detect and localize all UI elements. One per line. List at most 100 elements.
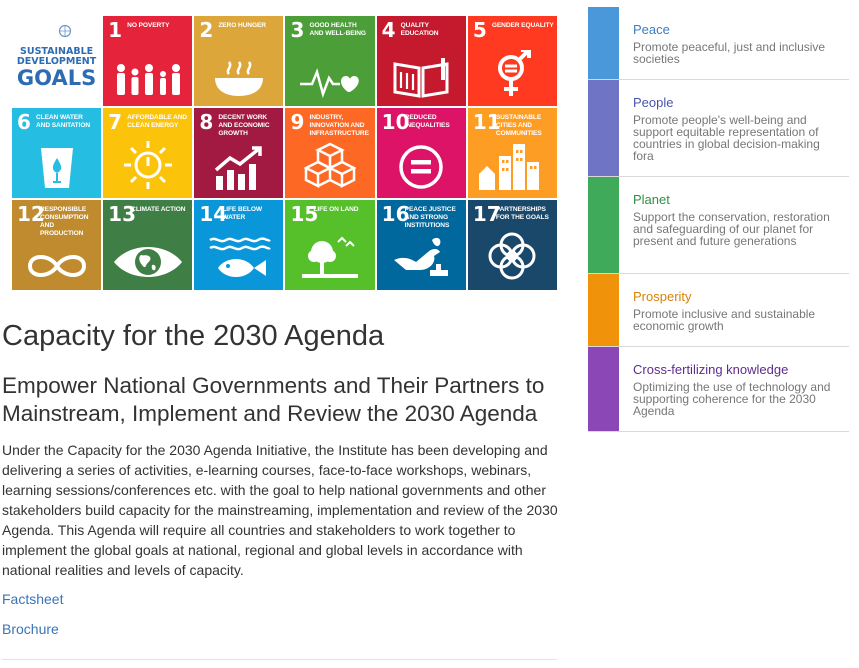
goal-label: QUALITY EDUCATION	[400, 22, 439, 37]
page-title: Capacity for the 2030 Agenda	[2, 320, 385, 352]
sdg-goal-tile-4: 4 QUALITY EDUCATION	[376, 16, 466, 106]
un-emblem-icon	[58, 24, 72, 38]
pillar-color-bar	[588, 177, 619, 273]
logo-line-2: DEVELOPMENT	[16, 55, 97, 67]
heartbeat-icon	[300, 68, 359, 98]
sdg-poster: SUSTAINABLE DEVELOPMENT GOALS 1 NO POVERT…	[12, 16, 557, 290]
goal-number: 5	[472, 18, 487, 42]
goal-number: 3	[290, 18, 305, 42]
pillar-title[interactable]: Peace	[633, 22, 670, 37]
sdg-goal-tile-2: 2 ZERO HUNGER	[194, 16, 284, 106]
pillar-title[interactable]: People	[633, 95, 674, 110]
sdg-goal-tile-15: 15 LIFE ON LAND	[285, 200, 375, 290]
goal-label: PEACE JUSTICE AND STRONG INSTITUTIONS	[404, 206, 456, 229]
sdg-goal-tile-7: 7 AFFORDABLE AND CLEAN ENERGY	[103, 108, 193, 198]
book-icon	[393, 58, 449, 98]
city-icon	[479, 144, 540, 190]
sdg-goal-tile-12: 12 RESPONSIBLE CONSUMPTION AND PRODUCTION	[12, 200, 102, 290]
tree-icon	[302, 236, 359, 278]
pillar-cross-fertilizing-knowledge[interactable]: Cross-fertilizing knowledge Optimizing t…	[588, 347, 849, 432]
goal-label: ZERO HUNGER	[218, 22, 266, 29]
pillar-color-bar	[588, 80, 619, 176]
intro-paragraph: Under the Capacity for the 2030 Agenda I…	[2, 442, 558, 578]
sdg-goal-tile-17: 17 PARTNERSHIPS FOR THE GOALS	[467, 200, 557, 290]
goal-number: 1	[108, 18, 123, 42]
goal-label: AFFORDABLE AND CLEAN ENERGY	[127, 114, 188, 129]
goal-number: 16	[381, 202, 410, 226]
goal-number: 12	[17, 202, 45, 226]
pillar-color-bar	[588, 7, 619, 79]
factsheet-link[interactable]: Factsheet	[2, 591, 64, 607]
page-subtitle: Empower National Governments and Their P…	[2, 373, 545, 426]
power-sun-icon	[123, 141, 172, 189]
sdg-goal-tile-16: 16 PEACE JUSTICE AND STRONG INSTITUTIONS	[376, 200, 466, 290]
goal-number: 15	[290, 202, 319, 226]
sdg-goal-tile-8: 8 DECENT WORK AND ECONOMIC GROWTH	[194, 108, 284, 198]
dove-gavel-icon	[394, 237, 449, 276]
pillar-prosperity[interactable]: Prosperity Promote inclusive and sustain…	[588, 274, 849, 347]
equal-icon	[399, 145, 443, 189]
goal-label: CLEAN WATER AND SANITATION	[36, 114, 91, 129]
goal-label: SUSTAINABLE CITIES AND COMMUNITIES	[495, 114, 542, 137]
goal-label: GENDER EQUALITY	[491, 22, 554, 29]
sdg-goal-tile-1: 1 NO POVERTY	[103, 16, 193, 106]
pillar-planet[interactable]: Planet Support the conservation, restora…	[588, 177, 849, 274]
goal-number: 13	[108, 202, 136, 226]
goal-number: 7	[108, 110, 123, 134]
sdg-goal-tile-3: 3 GOOD HEALTH AND WELL-BEING	[285, 16, 375, 106]
cubes-icon	[304, 142, 357, 189]
rings-icon	[488, 232, 536, 280]
goal-number: 10	[381, 110, 410, 134]
goal-number: 4	[381, 18, 396, 42]
pillar-description: Support the conservation, restoration an…	[633, 210, 830, 248]
sdg-goal-tile-6: 6 CLEAN WATER AND SANITATION	[12, 108, 102, 198]
goal-label: DECENT WORK AND ECONOMIC GROWTH	[218, 114, 270, 137]
pillar-description: Promote inclusive and sustainable econom…	[633, 307, 816, 333]
pillar-color-bar	[588, 347, 619, 431]
eye-globe-icon	[113, 247, 182, 277]
goal-label: INDUSTRY, INNOVATION AND INFRASTRUCTURE	[309, 114, 369, 137]
goal-label: LIFE ON LAND	[313, 206, 359, 213]
goal-label: CLIMATE ACTION	[131, 206, 186, 213]
pillar-title[interactable]: Prosperity	[633, 289, 692, 304]
pillar-description: Promote peaceful, just and inclusive soc…	[633, 40, 826, 66]
brochure-link[interactable]: Brochure	[2, 621, 59, 637]
goal-number: 14	[199, 202, 228, 226]
sdg-goal-tile-5: 5 GENDER EQUALITY	[467, 16, 557, 106]
logo-line-1: SUSTAINABLE	[20, 46, 94, 57]
goal-label: RESPONSIBLE CONSUMPTION AND PRODUCTION	[40, 206, 89, 237]
divider	[2, 659, 557, 660]
sdg-goal-tile-9: 9 INDUSTRY, INNOVATION AND INFRASTRUCTURE	[285, 108, 375, 198]
pillar-color-bar	[588, 274, 619, 346]
goal-number: 6	[17, 110, 31, 134]
pillar-title[interactable]: Planet	[633, 192, 670, 207]
goal-number: 9	[290, 110, 305, 134]
fish-icon	[209, 237, 271, 277]
sdg-logo: SUSTAINABLE DEVELOPMENT GOALS	[12, 16, 102, 106]
sdg-goal-tile-11: 11 SUSTAINABLE CITIES AND COMMUNITIES	[467, 108, 557, 198]
growth-chart-icon	[214, 146, 262, 190]
pillar-title[interactable]: Cross-fertilizing knowledge	[633, 362, 789, 377]
pillars-panel: Peace Promote peaceful, just and inclusi…	[588, 7, 849, 432]
goal-label: PARTNERSHIPS FOR THE GOALS	[495, 206, 549, 221]
bowl-icon	[214, 61, 263, 96]
gender-icon	[498, 50, 532, 96]
goal-label: REDUCED INEQUALITIES	[404, 114, 450, 129]
pillar-description: Optimizing the use of technology and sup…	[633, 380, 831, 418]
infinity-icon	[27, 255, 86, 277]
sdg-goal-tile-13: 13 CLIMATE ACTION	[103, 200, 193, 290]
pillar-peace[interactable]: Peace Promote peaceful, just and inclusi…	[588, 7, 849, 80]
goal-number: 11	[472, 110, 501, 134]
water-glass-icon	[40, 148, 73, 188]
goal-label: NO POVERTY	[127, 22, 170, 29]
goal-label: GOOD HEALTH AND WELL-BEING	[309, 22, 366, 37]
sdg-goal-tile-10: 10 REDUCED INEQUALITIES	[376, 108, 466, 198]
pillar-description: Promote people's well-being and support …	[633, 113, 820, 163]
goal-number: 17	[472, 202, 501, 226]
goal-number: 8	[199, 110, 214, 134]
logo-line-3: GOALS	[16, 65, 97, 90]
goal-label: LIFE BELOW WATER	[222, 206, 262, 221]
people-icon	[116, 64, 180, 95]
pillar-people[interactable]: People Promote people's well-being and s…	[588, 80, 849, 177]
sdg-goal-tile-14: 14 LIFE BELOW WATER	[194, 200, 284, 290]
